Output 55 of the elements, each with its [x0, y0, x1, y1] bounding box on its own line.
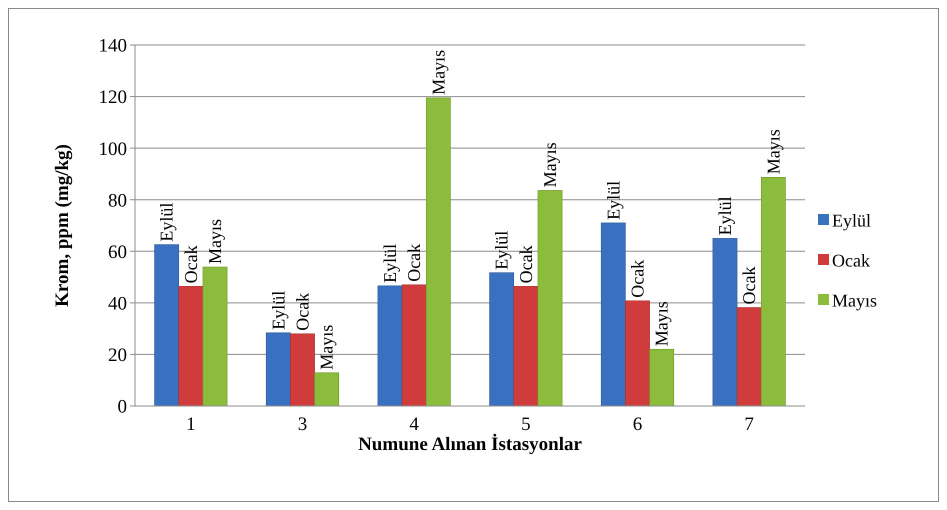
annotation: Eylül — [603, 180, 624, 220]
annotation: Ocak — [739, 266, 760, 304]
bar — [378, 286, 402, 406]
bar — [178, 286, 204, 406]
annotation: Eylül — [714, 196, 735, 236]
annotation: Ocak — [180, 245, 201, 284]
y-tick-label: 20 — [108, 345, 127, 366]
bar — [760, 176, 786, 406]
bar — [154, 244, 180, 406]
bar — [489, 272, 514, 406]
annotation: Eylül — [268, 290, 288, 330]
x-tick-label: 6 — [632, 414, 642, 435]
bar — [513, 286, 538, 406]
legend-label: Ocak — [832, 250, 870, 270]
x-tick-label: 5 — [521, 414, 531, 435]
annotation: Mayıs — [763, 129, 784, 174]
annotation: Ocak — [404, 244, 424, 282]
annotation: Ocak — [292, 292, 312, 331]
annotation: Eylül — [380, 244, 400, 283]
bar — [538, 190, 562, 406]
bar — [625, 300, 650, 406]
y-axis-title: Krom, ppm (mg/kg) — [52, 144, 73, 307]
y-tick-label: 0 — [118, 396, 127, 418]
annotation: Mayıs — [428, 50, 448, 95]
annotation: Eylül — [492, 230, 512, 270]
legend-label: Mayıs — [832, 290, 877, 310]
y-tick-label: 60 — [108, 242, 127, 263]
x-tick-label: 3 — [298, 414, 308, 435]
legend-label: Eylül — [832, 210, 871, 230]
x-axis-title: Numune Alınan İstasyonlar — [358, 433, 582, 455]
annotation: Mayıs — [540, 142, 560, 188]
bar — [426, 98, 451, 406]
annotation: Ocak — [516, 245, 536, 284]
annotation: Ocak — [628, 260, 648, 298]
bar — [202, 266, 228, 406]
x-tick-label: 1 — [186, 414, 196, 435]
y-tick-label: 80 — [108, 190, 127, 212]
y-tick-label: 100 — [98, 138, 127, 160]
x-tick-label: 7 — [744, 414, 754, 435]
bar — [649, 348, 674, 406]
bar — [314, 372, 340, 406]
bar — [712, 238, 738, 406]
annotation: Eylül — [156, 202, 177, 242]
x-tick-label: 4 — [409, 414, 420, 435]
y-tick-label: 140 — [98, 36, 127, 57]
bar — [290, 334, 315, 406]
annotation: Mayıs — [205, 219, 226, 264]
bar — [266, 332, 291, 406]
annotation: Mayıs — [652, 301, 672, 346]
bar — [402, 284, 427, 406]
bar — [736, 307, 762, 406]
annotation: Mayıs — [316, 324, 337, 370]
bar — [600, 222, 626, 406]
y-tick-label: 40 — [108, 294, 127, 315]
y-tick-label: 120 — [98, 87, 127, 108]
